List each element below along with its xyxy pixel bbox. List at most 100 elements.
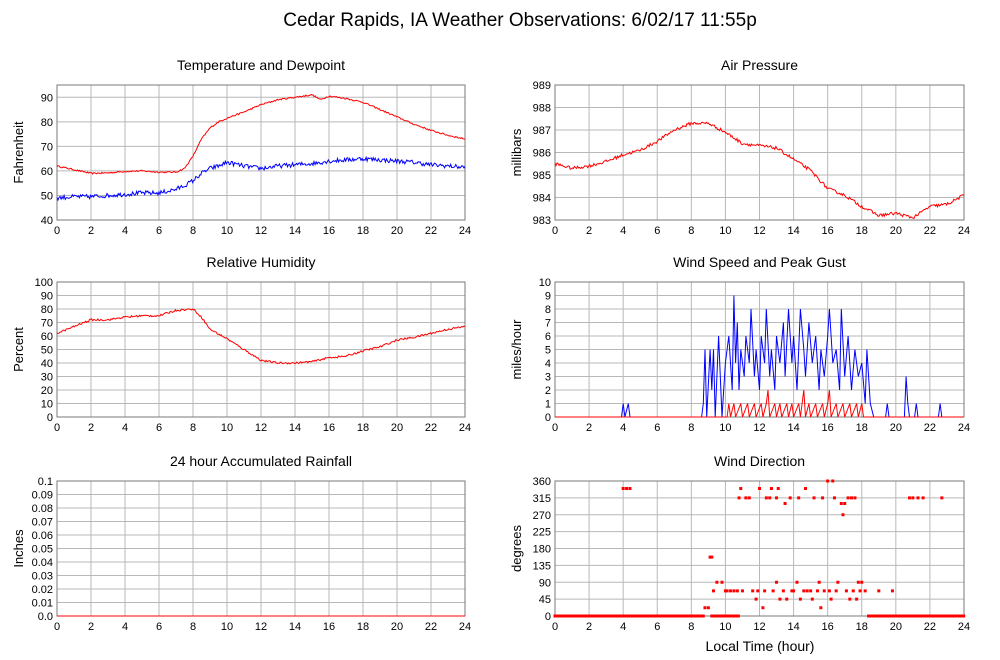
x-tick-label: 0 [54,225,60,237]
data-point [819,606,823,610]
y-tick-label: 6 [545,331,551,343]
data-point [776,487,780,490]
x-tick-label: 20 [890,422,902,434]
data-point [877,589,881,593]
data-point [744,496,748,500]
x-tick-label: 12 [753,422,765,434]
data-point [832,496,836,500]
x-tick-label: 2 [88,422,94,434]
data-point [625,487,629,490]
data-point [844,589,848,593]
data-point [843,502,847,505]
x-tick-label: 10 [221,225,233,237]
y-tick-label: 10 [539,277,551,289]
data-point [810,597,814,601]
x-tick-label: 24 [958,225,970,237]
x-tick-label: 6 [654,621,660,633]
x-tick-label: 12 [753,621,765,633]
y-axis-label: degrees [509,525,524,572]
data-point [703,606,707,610]
x-tick-label: 0 [54,422,60,434]
y-tick-label: 70 [41,141,53,153]
data-point [809,589,813,593]
data-point [711,589,715,593]
x-tick-label: 18 [856,621,868,633]
y-tick-label: 0 [545,611,551,623]
data-point [851,589,855,593]
data-point [815,589,819,593]
y-tick-label: 10 [41,399,53,411]
x-tick-label: 2 [88,225,94,237]
y-tick-label: 7 [545,318,551,330]
data-point [858,589,862,593]
x-tick-label: 24 [459,225,471,237]
x-tick-label: 22 [425,225,437,237]
data-point [850,496,854,500]
y-tick-label: 0.1 [38,476,53,488]
chart-title: Wind Speed and Peak Gust [673,254,846,270]
data-point [826,479,830,483]
y-tick-label: 985 [533,170,551,182]
y-tick-label: 0.03 [32,571,53,583]
y-tick-label: 30 [41,372,53,384]
data-point [911,496,915,500]
x-tick-label: 10 [719,621,731,633]
x-tick-label: 4 [620,225,626,237]
x-tick-label: 6 [654,422,660,434]
y-tick-label: 987 [533,125,551,137]
data-point [729,589,733,593]
y-tick-label: 60 [41,331,53,343]
data-point [890,589,894,593]
x-tick-label: 20 [391,422,403,434]
x-tick-label: 2 [586,225,592,237]
y-tick-label: 8 [545,304,551,316]
x-tick-label: 18 [856,422,868,434]
data-point [802,589,806,593]
y-tick-label: 40 [41,358,53,370]
y-tick-label: 9 [545,291,551,303]
series-points [553,479,966,618]
y-tick-label: 0.06 [32,530,53,542]
series-line [56,308,466,365]
x-tick-label: 22 [924,225,936,237]
y-tick-label: 90 [539,577,551,589]
x-tick-label: 18 [357,225,369,237]
data-point [805,589,809,593]
y-axis-label: miles/hour [509,319,524,380]
x-tick-label: 16 [323,422,335,434]
data-point [768,496,772,500]
data-point [781,589,785,593]
x-tick-label: 12 [255,225,267,237]
data-point [792,589,796,593]
plot-frame [554,281,965,418]
plot-frame [554,84,965,221]
x-tick-label: 0 [552,422,558,434]
data-point [940,496,944,500]
x-tick-label: 10 [221,422,233,434]
x-tick-label: 4 [122,225,128,237]
data-point [916,496,920,500]
data-point [907,496,911,500]
plot-frame [554,480,965,617]
x-tick-label: 14 [289,225,301,237]
x-tick-label: 10 [719,422,731,434]
data-point [761,606,765,610]
x-tick-label: 8 [190,422,196,434]
x-tick-label: 16 [822,621,834,633]
data-point [754,597,758,601]
x-tick-label: 6 [654,225,660,237]
y-tick-label: 70 [41,318,53,330]
x-tick-label: 8 [190,225,196,237]
figure-title: Cedar Rapids, IA Weather Observations: 6… [283,10,757,31]
x-tick-label: 14 [787,621,799,633]
y-tick-label: 0 [47,412,53,424]
x-tick-label: 24 [958,621,970,633]
y-tick-label: 90 [41,291,53,303]
x-tick-label: 4 [620,422,626,434]
data-point [756,589,760,593]
x-tick-label: 22 [425,422,437,434]
y-tick-label: 2 [545,385,551,397]
